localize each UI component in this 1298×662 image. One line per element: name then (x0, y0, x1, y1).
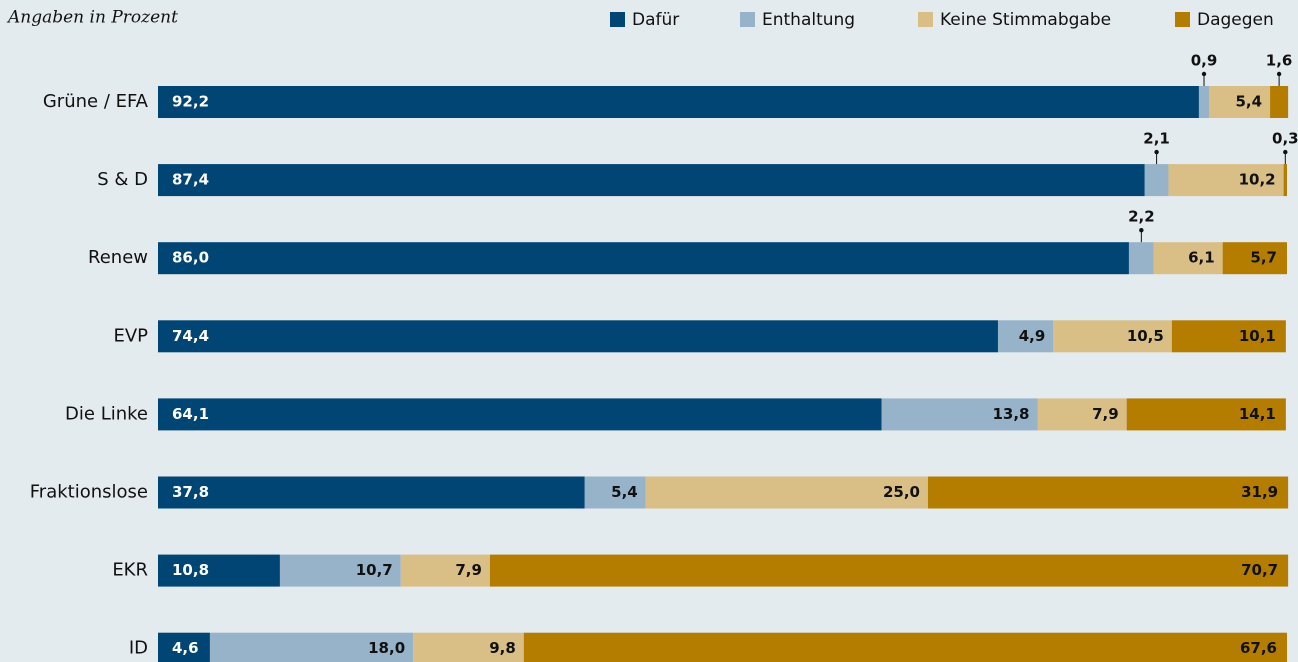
bar-segment (1053, 320, 1172, 353)
value-label: 5,7 (1250, 249, 1277, 267)
bar-segment (1168, 164, 1284, 197)
value-label: 87,4 (172, 171, 209, 189)
value-label: 67,6 (1240, 639, 1277, 657)
value-label: 10,7 (356, 561, 393, 579)
bar-segment (1270, 86, 1289, 118)
bar-segment (209, 632, 414, 662)
leader-dot (1139, 228, 1144, 233)
value-label: 18,0 (368, 639, 405, 657)
bar-segment (158, 476, 585, 509)
value-label: 7,9 (1092, 405, 1119, 423)
bar-segment (413, 632, 524, 662)
legend-label: Dagegen (1197, 10, 1274, 30)
category-label: S & D (97, 169, 148, 190)
value-label: 2,2 (1128, 208, 1155, 226)
bar-segment (489, 554, 1289, 587)
value-label: 10,8 (172, 561, 209, 579)
bar-segment (158, 320, 998, 353)
value-label: 31,9 (1241, 483, 1278, 501)
bar-segment (1128, 242, 1154, 275)
bar-segment (1144, 164, 1169, 197)
value-label: 10,5 (1127, 327, 1164, 345)
category-label: Renew (88, 247, 148, 268)
value-label: 5,4 (611, 483, 638, 501)
value-label: 4,9 (1019, 327, 1046, 345)
bar-segment (158, 554, 280, 587)
value-label: 6,1 (1188, 249, 1215, 267)
bar-segment (158, 398, 882, 431)
legend-swatch (740, 12, 755, 27)
legend-label: Keine Stimmabgabe (940, 10, 1111, 30)
bar-segment (1171, 320, 1286, 353)
bar-segment (645, 476, 928, 509)
value-label: 9,8 (489, 639, 516, 657)
category-label: Die Linke (65, 403, 148, 424)
value-label: 1,6 (1266, 52, 1293, 70)
bar-segment (1037, 398, 1127, 431)
value-label: 10,2 (1239, 171, 1276, 189)
value-label: 7,9 (455, 561, 482, 579)
legend-label: Enthaltung (762, 10, 855, 30)
leader-dot (1276, 71, 1282, 77)
value-label: 4,6 (172, 639, 199, 657)
leader-dot (1154, 149, 1159, 155)
legend-swatch (610, 12, 625, 27)
category-label: EKR (112, 560, 148, 581)
value-label: 5,4 (1235, 93, 1262, 111)
bar-segment (158, 632, 210, 662)
value-label: 10,1 (1239, 327, 1276, 345)
bar-segment (927, 476, 1289, 509)
bar-segment (1209, 86, 1271, 118)
legend-swatch (918, 12, 933, 27)
bar-segment (997, 320, 1054, 353)
category-label: Fraktionslose (30, 482, 148, 503)
value-label: 2,1 (1143, 130, 1170, 148)
bar-segment (1283, 164, 1287, 197)
value-label: 0,3 (1272, 130, 1298, 148)
legend-label: Dafür (632, 10, 679, 30)
bar-segment (158, 164, 1145, 197)
value-label: 25,0 (883, 483, 920, 501)
chart-subtitle: Angaben in Prozent (6, 8, 178, 28)
value-label: 92,2 (172, 93, 209, 111)
value-label: 74,4 (172, 327, 209, 345)
bar-segment (279, 554, 401, 587)
value-label: 64,1 (172, 405, 209, 423)
value-label: 70,7 (1241, 561, 1278, 579)
value-label: 0,9 (1191, 52, 1218, 70)
bar-segment (523, 632, 1287, 662)
bar-segment (1153, 242, 1223, 275)
leader-dot (1201, 71, 1207, 77)
bar-segment (584, 476, 646, 509)
category-label: EVP (113, 325, 148, 346)
bar-segment (158, 86, 1199, 118)
category-label: ID (129, 638, 148, 659)
legend-swatch (1175, 12, 1190, 27)
bar-segment (881, 398, 1038, 431)
bar-segment (1198, 86, 1210, 118)
category-label: Grüne / EFA (43, 91, 149, 112)
bar-segment (158, 242, 1129, 275)
value-label: 37,8 (172, 483, 209, 501)
leader-dot (1283, 149, 1288, 155)
bar-segment (1222, 242, 1287, 275)
value-label: 14,1 (1239, 405, 1276, 423)
value-label: 13,8 (992, 405, 1029, 423)
value-label: 86,0 (172, 249, 209, 267)
bar-segment (1126, 398, 1286, 431)
bar-segment (400, 554, 490, 587)
